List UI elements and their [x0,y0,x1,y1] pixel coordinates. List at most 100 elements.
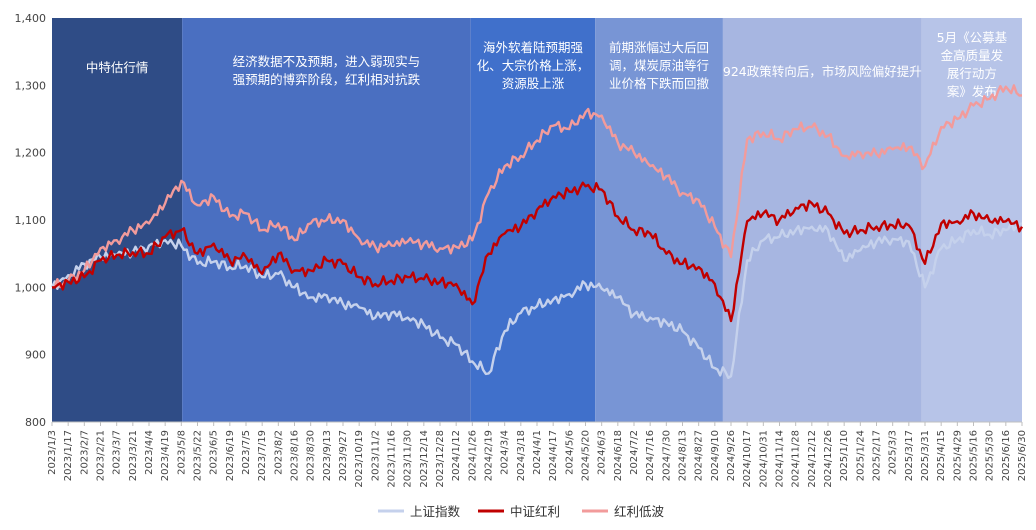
x-tick-label: 2023/8/16 [290,430,301,481]
x-tick-label: 2023/1/3 [47,430,58,475]
x-tick-label: 2024/11/28 [791,430,802,488]
y-axis: 800 900 1,000 1,100 1,200 1,300 1,400 [15,12,47,429]
x-tick-label: 2024/2/19 [484,430,495,481]
x-tick-label: 2024/3/18 [516,430,527,481]
phase-annotation-6-line-3: 展行动方 [947,66,997,81]
x-tick-label: 2024/10/31 [758,430,769,488]
series-lines [50,84,1024,379]
x-tick-label: 2024/5/20 [581,430,592,481]
phase-annotation-3-line-1: 海外软着陆预期强 [483,40,584,55]
x-tick-label: 2023/1/17 [63,430,74,481]
x-tick-label: 2023/6/19 [225,430,236,481]
x-tick-label: 2023/2/21 [96,430,107,481]
x-tick-label: 2025/1/24 [855,430,866,481]
phase-annotation-2-line-1: 经济数据不及预期，进入弱现实与 [233,54,421,69]
x-tick-label: 2023/8/2 [273,430,284,475]
x-tick-label: 2024/4/17 [548,430,559,481]
y-tick-label: 1,200 [15,147,47,160]
phase-annotation-3-line-3: 资源股上涨 [502,76,565,91]
x-tick-label: 2024/11/14 [775,430,786,488]
x-tick-label: 2024/1/12 [451,430,462,481]
x-tick-label: 2025/4/29 [952,430,963,481]
x-tick-label: 2023/11/16 [387,430,398,488]
y-tick-label: 1,400 [15,12,47,25]
x-tick-label: 2024/6/18 [613,430,624,481]
x-tick-label: 2024/8/27 [694,430,705,481]
x-tick-label: 2025/3/17 [904,430,915,481]
phase-band-5 [722,18,922,422]
x-tick-label: 2023/5/22 [193,430,204,481]
x-tick-label: 2025/5/16 [969,430,980,481]
legend-label-2: 中证红利 [510,504,560,519]
x-tick-label: 2024/1/26 [467,430,478,481]
phase-annotation-6-line-1: 5月《公募基 [937,30,1008,45]
phase-annotation-6-line-2: 金高质量发 [941,48,1004,63]
x-tick-label: 2025/1/10 [839,430,850,481]
phase-annotation-4-line-3: 业价格下跌而回撤 [609,76,710,91]
x-tick-label: 2024/9/26 [726,430,737,481]
x-tick-label: 2024/12/12 [807,430,818,488]
series-line-2 [51,181,1024,323]
y-tick-label: 1,000 [15,281,47,294]
x-tick-label: 2023/11/30 [403,430,414,488]
phase-annotation-4-line-2: 调，煤炭原油等行 [609,58,709,73]
x-tick-label: 2023/12/14 [419,430,430,488]
x-tick-label: 2024/10/17 [742,430,753,488]
x-tick-label: 2023/4/19 [160,430,171,481]
phase-annotation-2-line-2: 强预期的博弈阶段，红利相对抗跌 [233,72,421,87]
phase-band-6 [921,18,1022,422]
phase-band-4 [595,18,723,422]
x-tick-label: 2024/5/6 [564,430,575,475]
x-tick-label: 2023/3/7 [112,430,123,475]
x-tick-label: 2024/7/16 [645,430,656,481]
x-tick-label: 2024/7/30 [661,430,672,481]
x-tick-label: 2023/9/27 [338,430,349,481]
x-tick-label: 2023/3/21 [128,430,139,481]
legend-label-1: 上证指数 [410,504,461,519]
x-tick-label: 2025/5/30 [985,430,996,481]
x-tick-label: 2025/3/31 [920,430,931,481]
x-tick-label: 2023/6/5 [209,430,220,475]
y-tick-label: 1,300 [15,79,47,92]
y-tick-label: 900 [25,349,46,362]
x-tick-label: 2025/6/30 [1017,430,1028,481]
x-tick-label: 2024/12/26 [823,430,834,488]
x-tick-label: 2024/7/2 [629,430,640,475]
x-tick-label: 2023/4/4 [144,430,155,475]
x-tick-label: 2025/2/17 [872,430,883,481]
phase-annotation-3-line-2: 化、大宗价格上涨， [477,58,590,73]
phase-annotation-1-line-1: 中特估行情 [86,60,149,75]
legend: 上证指数 中证红利 红利低波 [378,504,665,519]
legend-label-3: 红利低波 [614,504,665,519]
x-tick-label: 2023/12/28 [435,430,446,488]
x-tick-label: 2024/3/4 [500,430,511,475]
x-tick-label: 2024/9/10 [710,430,721,481]
x-tick-label: 2025/4/15 [936,430,947,481]
phase-annotation-4-line-1: 前期涨幅过大后回 [609,40,709,55]
x-tick-label: 2023/7/5 [241,430,252,475]
x-tick-label: 2024/8/13 [678,430,689,481]
y-tick-label: 1,100 [15,214,47,227]
x-axis: 2023/1/3 2023/1/17 2023/2/7 2023/2/21 2023/3… [47,421,1028,488]
series-line-1 [50,220,1023,379]
y-tick-label: 800 [25,416,46,429]
x-tick-label: 2023/2/7 [79,430,90,475]
x-tick-label: 2023/11/2 [370,430,381,481]
x-tick-label: 2024/4/1 [532,430,543,475]
x-tick-label: 2025/6/16 [1001,430,1012,481]
series-line-3 [51,84,1023,289]
x-tick-label: 2023/9/13 [322,430,333,481]
x-tick-label: 2023/10/19 [354,430,365,488]
x-tick-label: 2023/8/30 [306,430,317,481]
x-tick-label: 2025/3/3 [888,430,899,475]
phase-band-3 [470,18,596,422]
phase-annotation-6-line-4: 案》发布 [947,84,997,99]
x-tick-label: 2023/7/19 [257,430,268,481]
phase-band-1 [52,18,183,422]
x-tick-label: 2023/5/8 [176,430,187,475]
phase-annotation-5-line-1: 924政策转向后，市场风险偏好提升 [723,64,922,79]
x-tick-label: 2024/6/3 [597,430,608,475]
